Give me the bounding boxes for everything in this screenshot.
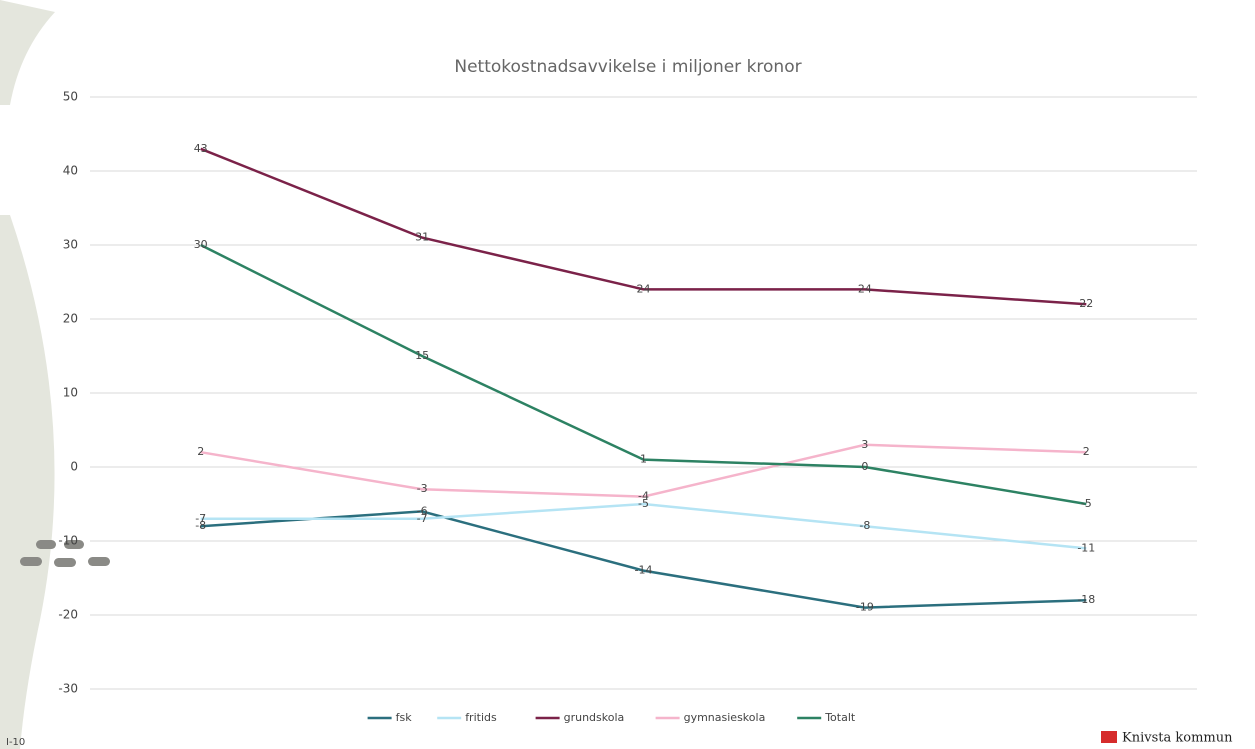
series-line [201, 149, 1087, 304]
data-label: 43 [194, 142, 208, 155]
data-label: -5 [1081, 497, 1092, 510]
data-label: 24 [637, 282, 651, 295]
y-tick-label: 40 [63, 164, 78, 178]
data-label: -8 [859, 519, 870, 532]
data-label: -14 [635, 564, 653, 577]
series-line [201, 511, 1087, 607]
legend-label: fsk [396, 711, 413, 724]
legend-label: Totalt [824, 711, 856, 724]
y-tick-label: -10 [58, 534, 78, 548]
data-label: 15 [415, 349, 429, 362]
data-label: -3 [417, 482, 428, 495]
chart-title: Nettokostnadsavvikelse i miljoner kronor [454, 57, 801, 77]
decoration [0, 0, 55, 105]
data-label: -19 [856, 601, 874, 614]
legend-label: gymnasieskola [684, 711, 766, 724]
y-tick-label: 50 [63, 90, 78, 104]
data-label: 2 [197, 445, 204, 458]
data-label: 2 [1083, 445, 1090, 458]
data-label: -7 [195, 512, 206, 525]
y-tick-label: 30 [63, 238, 78, 252]
y-tick-label: -30 [58, 682, 78, 696]
data-label: 31 [415, 231, 429, 244]
data-label: -4 [638, 490, 649, 503]
logo: Knivsta kommun [1122, 731, 1233, 746]
slide: Nettokostnadsavvikelse i miljoner kronor… [0, 0, 1255, 749]
y-tick-label: -20 [58, 608, 78, 622]
slide-number: I-10 [6, 737, 25, 748]
legend-label: fritids [465, 711, 497, 724]
logo-icon [1101, 731, 1117, 743]
data-label: 24 [858, 282, 872, 295]
decoration [0, 215, 55, 749]
data-label: 0 [861, 460, 868, 473]
y-tick-label: 20 [63, 312, 78, 326]
data-label: -18 [1077, 593, 1095, 606]
y-tick-label: 10 [63, 386, 78, 400]
data-label: 22 [1079, 297, 1093, 310]
data-label: 30 [194, 238, 208, 251]
legend-label: grundskola [564, 711, 625, 724]
data-label: -7 [417, 512, 428, 525]
y-tick-label: 0 [70, 460, 78, 474]
data-label: 3 [861, 438, 868, 451]
data-label: -11 [1077, 541, 1095, 554]
data-label: 1 [640, 453, 647, 466]
series-line [201, 504, 1087, 548]
